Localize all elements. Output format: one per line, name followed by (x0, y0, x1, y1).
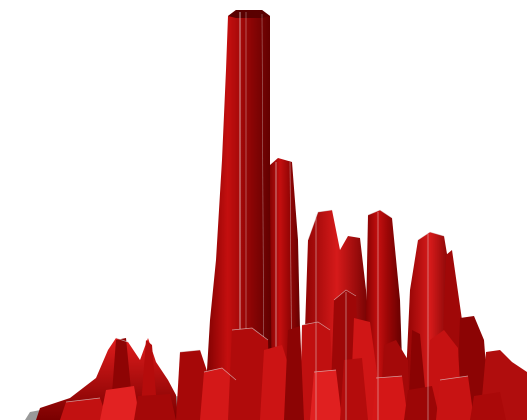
wireframe-edges (65, 209, 469, 420)
foreground-blocks (60, 326, 506, 420)
